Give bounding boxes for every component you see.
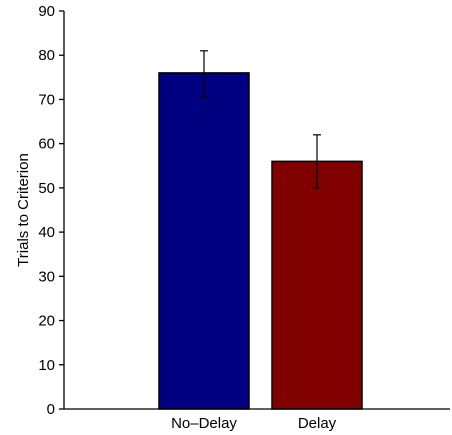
y-tick-label: 60 xyxy=(38,136,55,153)
y-tick-label: 80 xyxy=(38,47,55,64)
y-tick-label: 70 xyxy=(38,91,55,108)
y-axis-ticks: 0 10 20 30 40 50 60 70 80 90 xyxy=(38,3,64,418)
y-tick-label: 20 xyxy=(38,313,55,330)
y-tick-label: 90 xyxy=(38,3,55,20)
y-tick-label: 10 xyxy=(38,357,55,374)
category-labels: No–Delay Delay xyxy=(171,415,337,432)
bar-no-delay xyxy=(159,73,249,409)
y-axis-title: Trials to Criterion xyxy=(15,153,32,267)
bar-delay xyxy=(272,161,362,409)
y-tick-label: 40 xyxy=(38,224,55,241)
y-tick-label: 30 xyxy=(38,268,55,285)
x-category-label: Delay xyxy=(298,415,337,432)
x-category-label: No–Delay xyxy=(171,415,237,432)
y-tick-label: 0 xyxy=(47,401,55,418)
bars-group xyxy=(159,73,362,409)
y-tick-label: 50 xyxy=(38,180,55,197)
